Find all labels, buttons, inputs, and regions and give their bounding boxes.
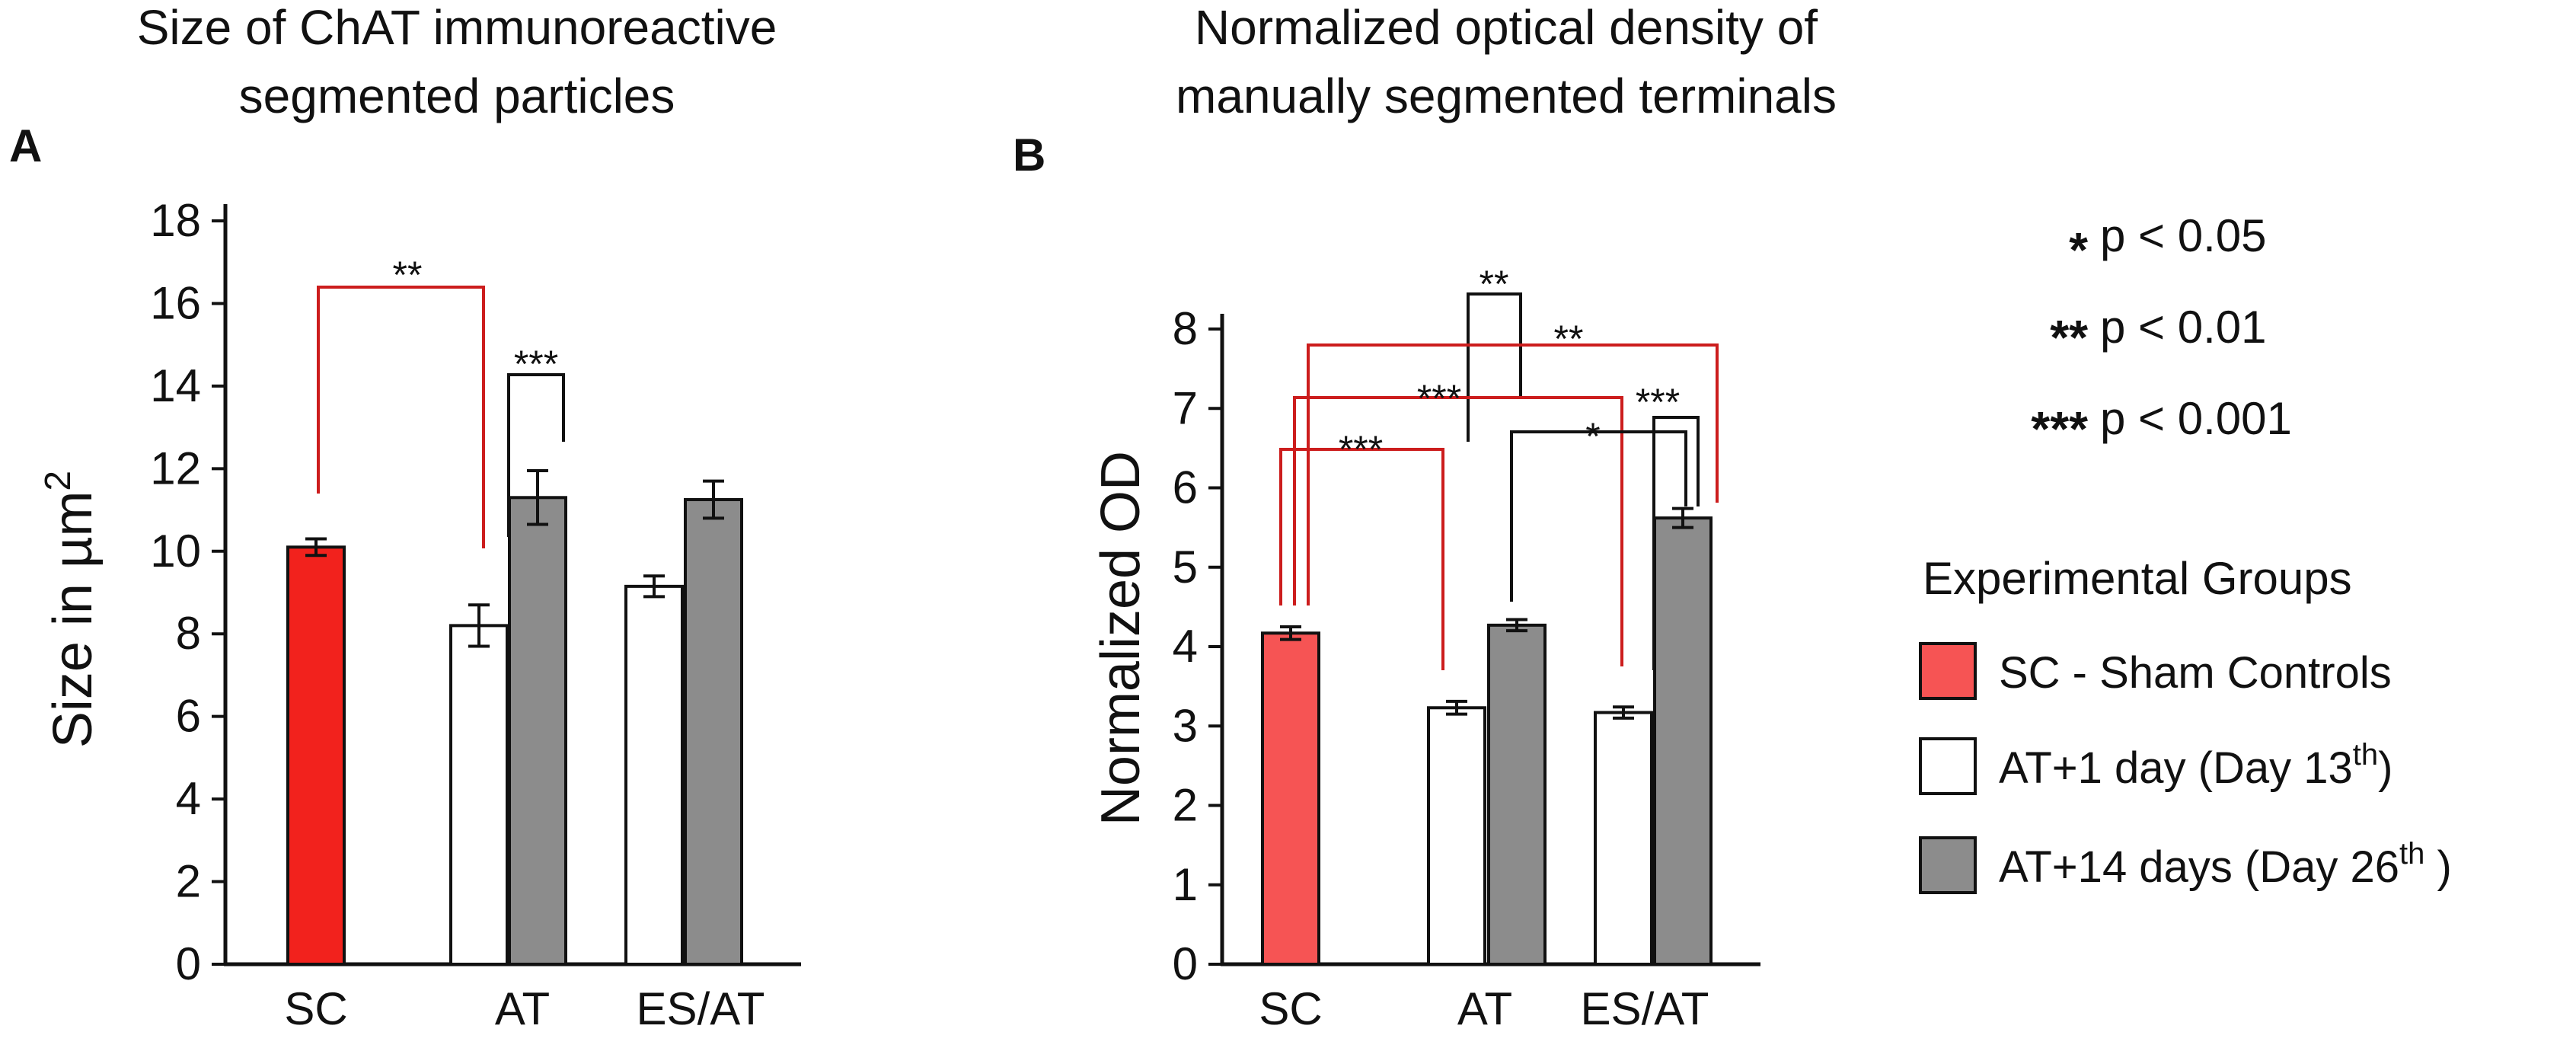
panel-b-y-tick-label-6: 6 [1173, 462, 1198, 513]
panel-a-sig-label-1: ** [393, 254, 423, 296]
panel-a-y-tick-label-16: 16 [150, 277, 201, 328]
panel-b-title-line-2: manually segmented terminals [1176, 69, 1837, 123]
panel-a-y-tick-label-14: 14 [150, 360, 201, 411]
panel-a-y-tick-label-10: 10 [150, 526, 201, 577]
panel-b-bar-esat-14days [1653, 516, 1713, 966]
pvalue-stars-2: ** [2050, 310, 2088, 365]
panel-b-sig-label-4: *** [1636, 381, 1680, 423]
pvalue-text-2: p < 0.01 [2100, 302, 2267, 353]
panel-b-bar-sc [1261, 631, 1320, 967]
panel-b-y-ticks: 0 1 2 3 4 5 6 7 8 [1173, 303, 1222, 989]
panel-a-y-tick-label-6: 6 [176, 691, 201, 742]
panel-a-x-tick-at: AT [495, 983, 550, 1034]
panel-b-error-bars [1280, 506, 1693, 720]
panel-b-y-tick-label-0: 0 [1173, 938, 1198, 989]
panel-a-y-tick-label-18: 18 [150, 195, 201, 246]
panel-b-label: B [1013, 129, 1045, 181]
panel-a-sig-label-2: *** [514, 343, 558, 385]
panel-b-sig-at14-vs-esat14: * [1510, 415, 1687, 602]
panel-b-sig-label-5: * [1585, 415, 1600, 458]
group-legend: Experimental Groups SC - Sham Controls A… [1919, 553, 2452, 894]
pvalue-text-3: p < 0.001 [2100, 393, 2292, 444]
panel-a-bars [286, 496, 743, 967]
panel-b-error-bar-esat-1day [1613, 705, 1634, 720]
panel-a-bar-at-1day [449, 624, 509, 967]
panel-b-x-tick-at: AT [1457, 983, 1512, 1034]
panel-b-bar-at-14days [1487, 623, 1547, 966]
pvalue-stars-3: *** [2031, 401, 2088, 456]
panel-a-sig-at1-vs-at14: *** [507, 343, 565, 537]
panel-a-error-bar-sc [305, 537, 327, 558]
panel-b-sig-sc-vs-at1: *** [1279, 428, 1444, 670]
panel-a-y-tick-label-0: 0 [176, 938, 201, 989]
panel-b-y-label: Normalized OD [1090, 451, 1151, 826]
panel-b-sig-esat1-vs-esat14: *** [1636, 381, 1700, 670]
legend-swatch-sc [1919, 642, 1977, 700]
panel-a-y-label: Size in µm2 [38, 471, 104, 748]
panel-a-y-ticks: 0 2 4 6 8 10 12 14 16 18 [150, 195, 225, 989]
panel-a-error-bar-at-14days [527, 469, 548, 526]
panel-a-error-bars [305, 469, 724, 648]
panel-b-bar-at-1day [1427, 706, 1486, 967]
panel-b-x-tick-esat: ES/AT [1581, 983, 1709, 1034]
legend-title: Experimental Groups [1923, 553, 2352, 604]
panel-a: Size of ChAT immunoreactive segmented pa… [9, 0, 801, 1034]
panel-a-label: A [9, 120, 42, 171]
panel-b-sig-label-3: *** [1417, 377, 1461, 420]
panel-a-bar-at-14days [508, 496, 567, 966]
panel-b-y-tick-label-8: 8 [1173, 303, 1198, 354]
legend-item-at1: AT+1 day (Day 13th) [1999, 738, 2392, 793]
panel-a-bar-sc [286, 545, 346, 966]
panel-a-sig-sc-vs-at1: ** [317, 254, 485, 548]
legend-item-sc: SC - Sham Controls [1999, 648, 2392, 698]
panel-b-sig-label-1: ** [1480, 263, 1509, 305]
panel-b-title-line-1: Normalized optical density of [1195, 0, 1818, 55]
panel-b-bar-esat-1day [1594, 711, 1653, 967]
panel-b-y-tick-label-5: 5 [1173, 542, 1198, 593]
panel-a-title-line-2: segmented particles [239, 69, 675, 123]
panel-b-sig-at1-vs-at14: ** [1467, 263, 1522, 442]
panel-a-bar-esat-14days [684, 498, 743, 966]
panel-b-sig-label-2: ** [1554, 318, 1584, 360]
panel-a-error-bar-at-1day [468, 603, 490, 648]
panel-b-bars [1261, 516, 1713, 967]
pvalue-text-1: p < 0.05 [2100, 210, 2267, 261]
panel-b-y-tick-label-3: 3 [1173, 700, 1198, 751]
panel-a-error-bar-esat-14days [703, 479, 724, 520]
panel-b-error-bar-at-14days [1506, 618, 1527, 633]
panel-a-x-tick-esat: ES/AT [637, 983, 765, 1034]
panel-a-y-tick-label-2: 2 [176, 856, 201, 907]
panel-b-y-tick-label-4: 4 [1173, 621, 1198, 672]
legend-swatch-at1 [1919, 737, 1977, 795]
panel-b-sig-sc-vs-esat14: ** [1307, 318, 1719, 605]
pvalue-legend: * p < 0.05 ** p < 0.01 *** p < 0.001 [2031, 210, 2292, 456]
panel-b-sig-label-6: *** [1339, 428, 1383, 471]
panel-b-y-tick-label-1: 1 [1173, 859, 1198, 910]
panel-a-error-bar-esat-1day [643, 574, 665, 599]
panel-b-y-tick-label-2: 2 [1173, 780, 1198, 831]
panel-a-title-line-1: Size of ChAT immunoreactive [137, 0, 777, 55]
panel-b-error-bar-sc [1280, 625, 1301, 641]
panel-b-error-bar-esat-14days [1672, 506, 1693, 529]
panel-a-x-tick-sc: SC [284, 983, 347, 1034]
panel-a-bar-esat-1day [624, 584, 684, 966]
panel-a-y-tick-label-12: 12 [150, 443, 201, 494]
pvalue-stars-1: * [2069, 222, 2088, 277]
legend-item-at14: AT+14 days (Day 26th ) [1999, 837, 2452, 892]
panel-b-sig-sc-vs-esat1: *** [1293, 377, 1623, 666]
panel-a-y-tick-label-8: 8 [176, 608, 201, 659]
panel-b: Normalized optical density of manually s… [1013, 0, 1837, 1034]
panel-b-y-tick-label-7: 7 [1173, 382, 1198, 433]
legend-swatch-at14 [1919, 836, 1977, 894]
panel-b-x-tick-sc: SC [1259, 983, 1322, 1034]
panel-a-y-tick-label-4: 4 [176, 773, 201, 824]
panel-b-error-bar-at-1day [1446, 699, 1467, 716]
